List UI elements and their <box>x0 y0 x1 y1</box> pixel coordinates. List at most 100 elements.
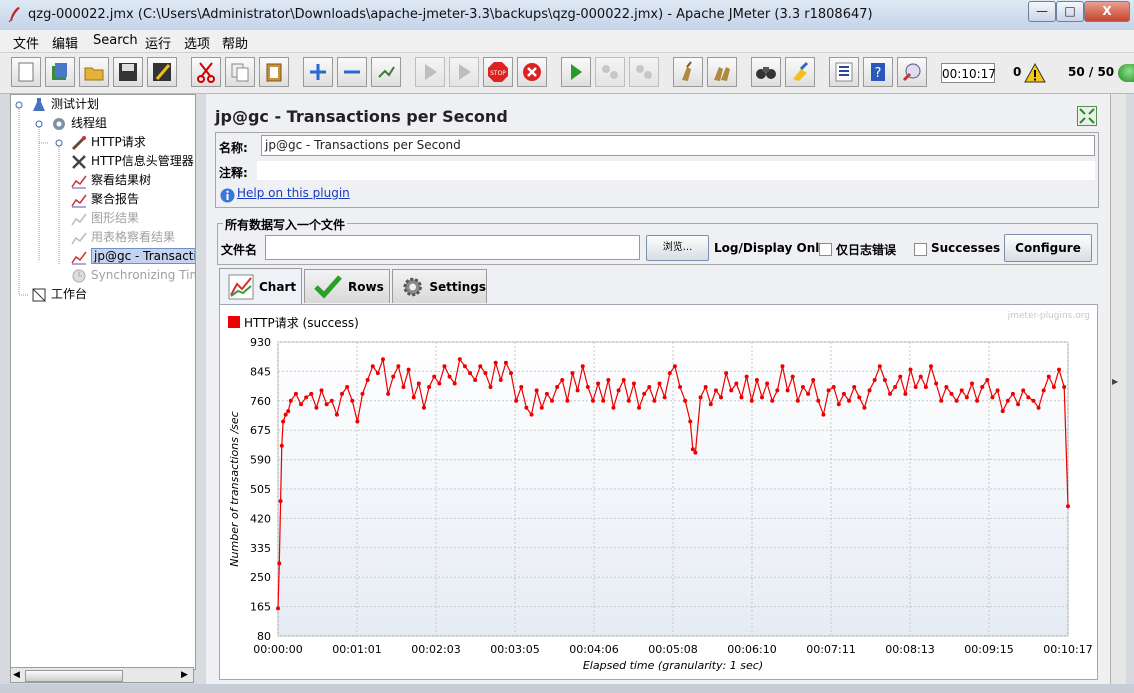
data-point <box>626 398 631 403</box>
data-point <box>529 412 534 417</box>
menu-run[interactable]: 运行 <box>145 37 172 52</box>
menu-search[interactable]: Search <box>93 33 138 48</box>
tps-chart[interactable]: 930 845 760 675 590 505 420 335 250 165 80 00:00:00… <box>219 304 1098 680</box>
reset-search-button[interactable] <box>785 57 815 87</box>
comment-field[interactable] <box>257 161 1095 180</box>
tree-node-label: 测试计划 <box>51 97 100 111</box>
remote-stop-all-button[interactable] <box>595 57 625 87</box>
warning-icon[interactable] <box>1024 63 1046 83</box>
name-field[interactable]: jp@gc - Transactions per Second <box>261 135 1095 156</box>
data-point <box>493 360 498 365</box>
templates-button[interactable] <box>45 57 75 87</box>
menu-file[interactable]: 文件 <box>13 37 40 52</box>
maximize-panel-icon[interactable] <box>1077 106 1097 126</box>
test-plan-tree[interactable]: 测试计划 线程组 HTTP请求 HTTP信息头管理器 察看结果树 聚合报告 图形… <box>10 94 196 670</box>
tree-node-transactions-per-second[interactable]: jp@gc - Transactio <box>71 247 195 266</box>
data-point <box>770 398 775 403</box>
name-label: 名称: <box>219 141 248 155</box>
menu-options[interactable]: 选项 <box>184 37 211 52</box>
open-button[interactable] <box>79 57 109 87</box>
clear-button[interactable] <box>673 57 703 87</box>
toggle-button[interactable] <box>371 57 401 87</box>
menu-edit[interactable]: 编辑 <box>52 37 79 52</box>
stop-button[interactable]: STOP <box>483 57 513 87</box>
function-helper-button[interactable] <box>829 57 859 87</box>
tree-node-thread-group[interactable]: 线程组 <box>51 114 107 133</box>
panel-vertical-scrollbar[interactable]: ▶ <box>1110 94 1126 684</box>
scroll-right-arrow-icon[interactable]: ▶ <box>1112 377 1119 386</box>
maximize-button[interactable]: □ <box>1056 1 1084 22</box>
scroll-right-arrow-icon[interactable]: ▶ <box>181 670 188 680</box>
y-tick-label: 335 <box>250 542 271 555</box>
cut-button[interactable] <box>191 57 221 87</box>
tree-node-test-plan[interactable]: 测试计划 <box>31 95 99 114</box>
data-point <box>949 391 954 396</box>
split-pane-divider[interactable] <box>196 94 204 684</box>
tree-node-http-request[interactable]: HTTP请求 <box>71 133 146 152</box>
configure-button[interactable]: Configure <box>1004 234 1092 262</box>
expand-all-button[interactable] <box>303 57 333 87</box>
data-point <box>590 398 595 403</box>
copy-button[interactable] <box>225 57 255 87</box>
start-button[interactable] <box>415 57 445 87</box>
tab-label: Rows <box>348 279 384 294</box>
elapsed-timer: 00:10:17 <box>941 63 996 83</box>
browse-button[interactable]: 浏览... <box>646 235 709 261</box>
paste-button[interactable] <box>259 57 289 87</box>
minimize-button[interactable]: — <box>1028 1 1056 22</box>
data-point <box>811 378 816 383</box>
close-button[interactable]: X <box>1084 1 1130 22</box>
save-as-button[interactable] <box>147 57 177 87</box>
start-no-pauses-button[interactable] <box>449 57 479 87</box>
shutdown-button[interactable] <box>517 57 547 87</box>
help-button[interactable]: ? <box>863 57 893 87</box>
errors-only-checkbox[interactable] <box>819 243 832 256</box>
y-tick-label: 250 <box>250 571 271 584</box>
tree-node-table-results[interactable]: 用表格察看结果 <box>71 228 175 247</box>
tab-label: Settings <box>429 279 486 294</box>
tree-node-header-manager[interactable]: HTTP信息头管理器 <box>71 152 194 171</box>
remote-start-all-button[interactable] <box>561 57 591 87</box>
data-point <box>601 398 606 403</box>
tab-settings[interactable]: Settings <box>392 269 487 303</box>
x-tick-label: 00:08:13 <box>885 643 934 656</box>
y-tick-label: 675 <box>250 424 271 437</box>
test-plan-icon <box>33 97 45 111</box>
data-point <box>672 364 677 369</box>
tree-node-synchronizing-timer[interactable]: Synchronizing Tim <box>71 266 195 285</box>
expand-icon <box>310 64 326 80</box>
copy-icon <box>231 63 249 82</box>
data-point <box>882 378 887 383</box>
templates-icon <box>52 63 67 80</box>
help-on-plugin-link[interactable]: Help on this plugin <box>237 186 350 200</box>
menu-help[interactable]: 帮助 <box>222 37 249 52</box>
data-point <box>432 374 437 379</box>
tree-connector-lines <box>15 101 63 296</box>
stop-icon: STOP <box>488 62 508 82</box>
successes-checkbox[interactable] <box>914 243 927 256</box>
remote-stop-icon <box>602 65 618 79</box>
tree-node-workbench[interactable]: 工作台 <box>31 285 87 304</box>
tree-node-aggregate-report[interactable]: 聚合报告 <box>71 190 139 209</box>
save-button[interactable] <box>113 57 143 87</box>
data-point <box>1000 409 1005 414</box>
tree-scroll-thumb[interactable] <box>25 670 123 682</box>
filename-input[interactable] <box>265 235 640 260</box>
data-point <box>1005 398 1010 403</box>
collapse-icon <box>344 70 360 74</box>
tree-node-graph-results[interactable]: 图形结果 <box>71 209 139 228</box>
scroll-left-arrow-icon[interactable]: ◀ <box>13 670 20 680</box>
tab-rows[interactable]: Rows <box>304 269 390 303</box>
tree-node-view-results-tree[interactable]: 察看结果树 <box>71 171 151 190</box>
log-viewer-button[interactable] <box>897 57 927 87</box>
new-button[interactable] <box>11 57 41 87</box>
tree-horizontal-scrollbar[interactable]: ◀ ▶ <box>10 667 194 683</box>
remote-shutdown-all-button[interactable] <box>629 57 659 87</box>
collapse-all-button[interactable] <box>337 57 367 87</box>
data-point <box>365 378 370 383</box>
clear-all-button[interactable] <box>707 57 737 87</box>
data-point <box>934 381 939 386</box>
data-point <box>816 398 821 403</box>
tab-chart[interactable]: Chart <box>219 268 302 304</box>
search-button[interactable] <box>751 57 781 87</box>
